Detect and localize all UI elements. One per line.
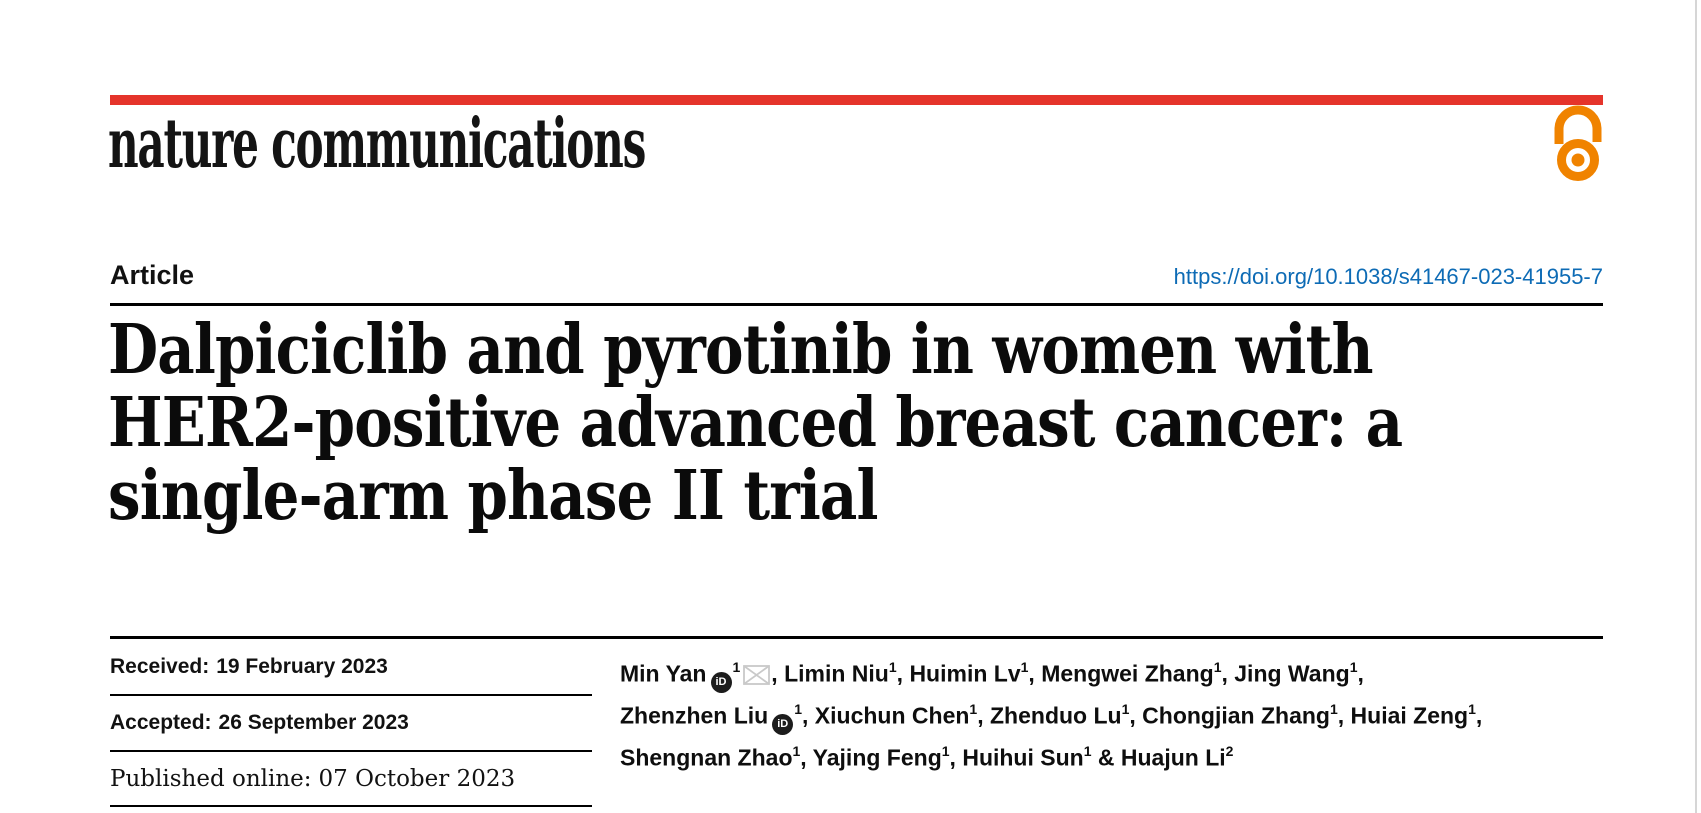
orcid-icon[interactable]: iD [772,713,794,735]
author-affiliation-sup: 1 [794,700,803,717]
author-affiliation-sup: 1 [969,700,978,717]
author-separator: , [1475,702,1483,729]
author-separator: , [1129,702,1143,729]
author-name[interactable]: Yajing Feng [812,744,942,771]
open-access-icon [1554,105,1602,181]
author-name[interactable]: Shengnan Zhao [620,744,793,771]
author-affiliation-sup: 1 [1349,659,1358,675]
author-list: Min Yan iD1, Limin Niu1, Huimin Lv1, Meng… [620,651,1630,776]
author-separator: & [1091,744,1121,771]
article-title: Dalpiciclib and pyrotinib in women with … [108,314,1468,533]
title-line: HER2-positive advanced breast cancer: a [108,383,1403,463]
author-affiliation-sup: 1 [1020,659,1029,675]
author-name[interactable]: Huajun Li [1120,744,1226,771]
article-type-label: Article [110,260,195,290]
author-name[interactable]: Min Yan [620,660,707,687]
author-separator: , [771,660,785,687]
journal-logo: nature communications [108,104,646,184]
doi-link[interactable]: https://doi.org/10.1038/s41467-023-41955… [1173,264,1603,289]
author-separator: , [800,744,813,771]
author-affiliation-sup: 1 [1468,700,1476,717]
author-separator: , [949,744,963,771]
received-date-row: Received: 19 February 2023 [110,639,592,696]
accepted-date-row: Accepted: 26 September 2023 [110,696,592,752]
brand-red-bar [110,95,1603,105]
author-affiliation-sup: 1 [792,742,801,759]
author-affiliation-sup: 1 [1121,700,1130,717]
author-affiliation-sup: 1 [1083,742,1092,759]
author-separator: , [977,702,990,729]
author-name[interactable]: Zhenzhen Liu [620,702,769,729]
author-affiliation-sup: 1 [941,742,950,759]
author-separator: , [1028,660,1042,687]
author-name[interactable]: Huimin Lv [909,660,1021,687]
author-separator: , [1221,660,1235,687]
accepted-label: Accepted: [110,711,212,734]
published-label: Published online: [110,765,312,792]
author-name[interactable]: Huihui Sun [962,744,1084,771]
author-affiliation-sup: 1 [1329,700,1338,717]
author-affiliation-sup: 1 [888,659,897,675]
accepted-value: 26 September 2023 [218,711,409,734]
title-line: single-arm phase II trial [108,456,878,536]
article-meta-row: Article https://doi.org/10.1038/s41467-0… [110,260,1603,291]
author-separator: , [802,702,815,729]
published-value: 07 October 2023 [318,765,516,792]
orcid-icon[interactable]: iD [710,671,732,693]
author-name[interactable]: Chongjian Zhang [1142,702,1330,729]
author-name[interactable]: Limin Niu [784,660,889,687]
title-line: Dalpiciclib and pyrotinib in women with [108,310,1374,390]
received-value: 19 February 2023 [216,654,388,678]
author-affiliation-sup: 2 [1225,742,1234,759]
author-affiliation-sup: 1 [732,659,741,675]
page-edge-line [1695,0,1697,813]
author-name[interactable]: Mengwei Zhang [1041,660,1214,687]
email-envelope-icon[interactable] [743,664,771,685]
article-info-section: Received: 19 February 2023 Accepted: 26 … [110,636,1603,813]
author-name[interactable]: Jing Wang [1234,660,1350,687]
dates-column: Received: 19 February 2023 Accepted: 26 … [110,639,592,807]
author-separator: , [896,660,910,687]
author-name[interactable]: Huiai Zeng [1350,702,1469,729]
published-date-row: Published online: 07 October 2023 [110,752,592,807]
received-label: Received: [110,654,210,678]
author-name[interactable]: Zhenduo Lu [990,702,1122,729]
author-name[interactable]: Xiuchun Chen [814,702,970,729]
title-divider [110,303,1603,306]
author-affiliation-sup: 1 [1213,659,1222,675]
author-separator: , [1337,702,1351,729]
author-separator: , [1357,660,1364,687]
